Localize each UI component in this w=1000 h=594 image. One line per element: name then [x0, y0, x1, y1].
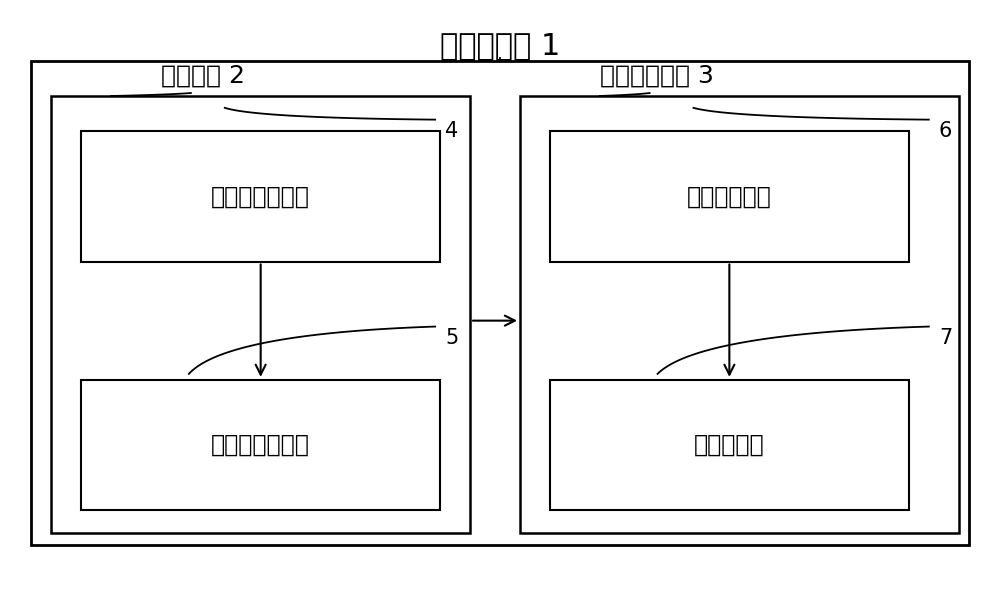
Text: 外界加载接收部: 外界加载接收部: [211, 185, 310, 208]
Bar: [51, 96, 470, 533]
Bar: [520, 96, 959, 533]
Text: 信号处理模块 3: 信号处理模块 3: [600, 64, 714, 87]
Text: 6: 6: [939, 121, 952, 141]
Text: 5: 5: [445, 328, 458, 349]
Bar: [81, 131, 440, 261]
Bar: [31, 61, 969, 545]
Bar: [550, 131, 909, 261]
Bar: [550, 380, 909, 510]
Text: 图像重建部: 图像重建部: [694, 433, 765, 457]
Text: 4: 4: [445, 121, 458, 141]
Text: 柔性传感器 1: 柔性传感器 1: [440, 31, 560, 60]
Text: 传感模块 2: 传感模块 2: [161, 64, 245, 87]
Text: 边界信号采集部: 边界信号采集部: [211, 433, 310, 457]
Bar: [81, 380, 440, 510]
Text: 灵敏度修正部: 灵敏度修正部: [687, 185, 772, 208]
Text: 7: 7: [939, 328, 952, 349]
